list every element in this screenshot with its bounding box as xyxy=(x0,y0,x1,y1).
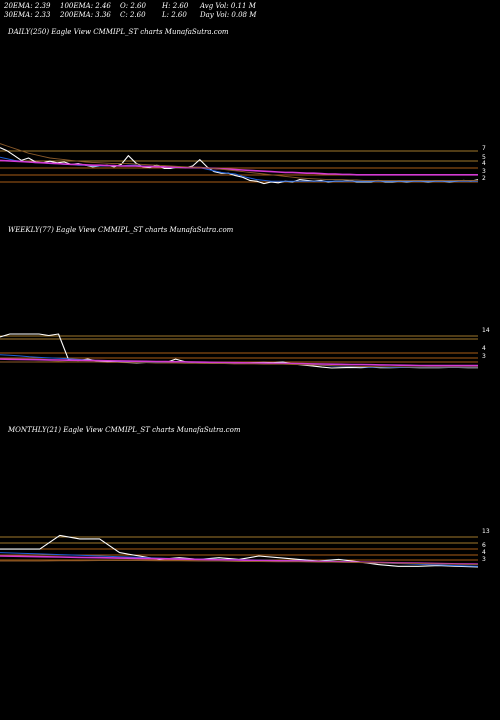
daily-ema-brown-line xyxy=(0,143,478,181)
daily-price-line xyxy=(0,147,479,185)
weekly-y-tick-label: 4 xyxy=(482,345,486,352)
monthly-y-tick-label: 13 xyxy=(482,528,490,535)
ema20-value: 20EMA: 2.39 xyxy=(4,2,51,10)
monthly-y-tick-label: 3 xyxy=(482,556,486,563)
weekly-ema-magenta-line xyxy=(0,358,478,367)
weekly-y-tick-label: 14 xyxy=(482,327,490,334)
day-vol-value: Day Vol: 0.08 M xyxy=(200,11,257,19)
open-value: O: 2.60 xyxy=(120,2,146,10)
avg-vol-value: Avg Vol: 0.11 M xyxy=(200,2,256,10)
daily-y-tick-label: 2 xyxy=(482,175,486,182)
monthly-y-tick-label: 6 xyxy=(482,542,486,549)
low-value: L: 2.60 xyxy=(162,11,187,19)
monthly-y-tick-label: 4 xyxy=(482,549,486,556)
daily-ema-magenta-line xyxy=(0,159,478,176)
weekly-chart-title: WEEKLY(77) Eagle View CMMIPL_ST charts M… xyxy=(8,226,234,234)
ema100-value: 100EMA: 2.46 xyxy=(60,2,111,10)
monthly-chart-title: MONTHLY(21) Eagle View CMMIPL_ST charts … xyxy=(8,426,241,434)
weekly-y-tick-label: 3 xyxy=(482,353,486,360)
daily-y-tick-label: 4 xyxy=(482,160,486,167)
high-value: H: 2.60 xyxy=(162,2,189,10)
daily-chart-title: DAILY(250) Eagle View CMMIPL_ST charts M… xyxy=(8,28,229,36)
monthly-ema-brown-line xyxy=(0,560,479,566)
close-value: C: 2.60 xyxy=(120,11,146,19)
ema30-value: 30EMA: 2.33 xyxy=(4,11,51,19)
monthly-chart: 13 643 xyxy=(0,528,490,568)
ema200-value: 200EMA: 3.36 xyxy=(60,11,111,19)
weekly-chart: 14 43 xyxy=(0,327,490,369)
weekly-ema-brown-line xyxy=(0,361,478,368)
daily-y-tick-label: 7 xyxy=(482,145,486,152)
daily-y-tick-label: 5 xyxy=(482,154,486,161)
daily-y-tick-label: 3 xyxy=(482,168,486,175)
